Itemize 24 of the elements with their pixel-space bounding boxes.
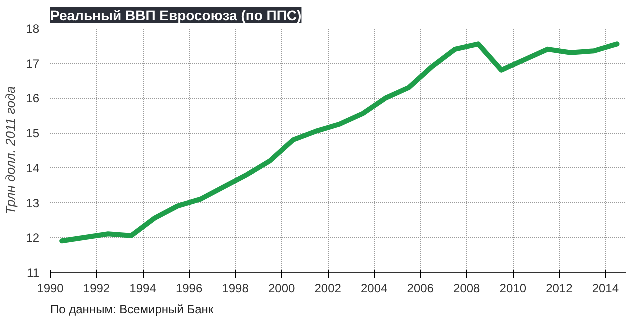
- y-tick-label: 16: [26, 92, 40, 106]
- x-tick-label: 2010: [500, 282, 527, 296]
- x-tick-label: 2000: [268, 282, 296, 296]
- x-tick-label: 1992: [83, 282, 110, 296]
- x-tick-label: 1998: [222, 282, 250, 296]
- x-tick-label: 1990: [37, 282, 64, 296]
- y-tick-label: 11: [27, 266, 40, 280]
- x-tick-label: 2014: [592, 282, 620, 296]
- y-tick-label: 12: [26, 231, 40, 246]
- x-tick-label: 1996: [176, 282, 203, 296]
- x-tick-label: 2004: [361, 282, 388, 296]
- x-tick-label: 2002: [314, 282, 342, 296]
- text: По данным: Всемирный Банк: [50, 302, 214, 316]
- y-tick-label: 13: [26, 196, 40, 210]
- y-tick-label: 17: [26, 56, 40, 71]
- chart-title: Реальный ВВП Евросоюза (по ППС): [50, 8, 302, 24]
- y-tick-label: 14: [26, 161, 40, 176]
- x-tick-label: 2006: [407, 282, 434, 296]
- y-axis-title: Трлн долл. 2011 года: [3, 86, 18, 215]
- x-tick-label: 1994: [130, 282, 157, 296]
- x-tick-label: 2008: [454, 282, 481, 296]
- y-tick-label: 18: [26, 22, 40, 36]
- y-tick-label: 15: [26, 126, 40, 141]
- x-tick-label: 2012: [546, 282, 574, 296]
